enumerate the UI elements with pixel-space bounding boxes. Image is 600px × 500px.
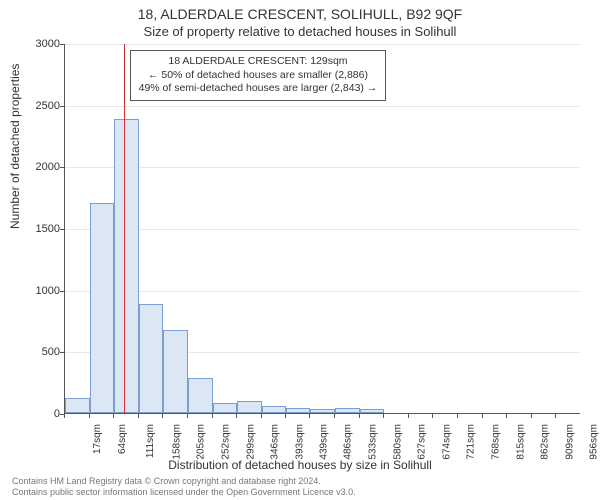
xtick-label: 205sqm xyxy=(196,424,207,460)
xtick-mark xyxy=(383,414,384,418)
xtick-mark xyxy=(432,414,433,418)
ytick-mark xyxy=(60,229,64,230)
histogram-bar xyxy=(163,330,188,413)
ytick-label: 3000 xyxy=(10,38,60,50)
xtick-label: 533sqm xyxy=(368,424,379,460)
histogram-bar xyxy=(114,119,139,413)
xtick-mark xyxy=(457,414,458,418)
ytick-label: 2000 xyxy=(10,161,60,173)
xtick-mark xyxy=(408,414,409,418)
xtick-mark xyxy=(162,414,163,418)
xtick-mark xyxy=(212,414,213,418)
xtick-label: 252sqm xyxy=(221,424,232,460)
xtick-mark xyxy=(187,414,188,418)
xtick-label: 393sqm xyxy=(294,424,305,460)
grid-line xyxy=(65,229,580,230)
xtick-label: 768sqm xyxy=(491,424,502,460)
xtick-mark xyxy=(334,414,335,418)
chart-subtitle: Size of property relative to detached ho… xyxy=(0,24,600,39)
property-marker-line xyxy=(124,44,125,413)
ytick-mark xyxy=(60,291,64,292)
xtick-label: 956sqm xyxy=(589,424,600,460)
xtick-label: 486sqm xyxy=(343,424,354,460)
x-axis-label: Distribution of detached houses by size … xyxy=(0,458,600,472)
xtick-mark xyxy=(261,414,262,418)
xtick-mark xyxy=(64,414,65,418)
xtick-label: 862sqm xyxy=(540,424,551,460)
grid-line xyxy=(65,167,580,168)
xtick-label: 627sqm xyxy=(417,424,428,460)
xtick-label: 111sqm xyxy=(145,424,156,458)
histogram-bar xyxy=(286,408,311,413)
histogram-bar xyxy=(139,304,164,413)
xtick-mark xyxy=(138,414,139,418)
xtick-label: 580sqm xyxy=(392,424,403,460)
ytick-label: 500 xyxy=(10,346,60,358)
grid-line xyxy=(65,106,580,107)
footer-line1: Contains HM Land Registry data © Crown c… xyxy=(12,476,356,487)
ytick-label: 0 xyxy=(10,408,60,420)
ytick-label: 1500 xyxy=(10,223,60,235)
xtick-label: 346sqm xyxy=(270,424,281,460)
xtick-mark xyxy=(285,414,286,418)
xtick-label: 158sqm xyxy=(171,424,182,460)
annotation-line1: 18 ALDERDALE CRESCENT: 129sqm xyxy=(139,55,378,69)
xtick-mark xyxy=(482,414,483,418)
xtick-mark xyxy=(359,414,360,418)
histogram-bar xyxy=(65,398,90,413)
histogram-bar xyxy=(188,378,213,413)
ytick-mark xyxy=(60,352,64,353)
ytick-mark xyxy=(60,167,64,168)
xtick-label: 64sqm xyxy=(117,424,128,454)
footer-line2: Contains public sector information licen… xyxy=(12,487,356,498)
histogram-bar xyxy=(360,409,385,413)
xtick-mark xyxy=(236,414,237,418)
xtick-mark xyxy=(113,414,114,418)
y-axis-label: Number of detached properties xyxy=(8,64,22,229)
xtick-mark xyxy=(89,414,90,418)
xtick-mark xyxy=(506,414,507,418)
attribution-footer: Contains HM Land Registry data © Crown c… xyxy=(12,476,356,498)
xtick-mark xyxy=(555,414,556,418)
histogram-bar xyxy=(237,401,262,413)
ytick-mark xyxy=(60,106,64,107)
grid-line xyxy=(65,44,580,45)
ytick-label: 1000 xyxy=(10,285,60,297)
ytick-mark xyxy=(60,44,64,45)
grid-line xyxy=(65,291,580,292)
histogram-plot: 18 ALDERDALE CRESCENT: 129sqm← 50% of de… xyxy=(64,44,580,414)
histogram-bar xyxy=(262,406,287,413)
xtick-label: 721sqm xyxy=(466,424,477,460)
address-title: 18, ALDERDALE CRESCENT, SOLIHULL, B92 9Q… xyxy=(0,6,600,22)
xtick-label: 909sqm xyxy=(564,424,575,460)
xtick-label: 439sqm xyxy=(318,424,329,460)
histogram-bar xyxy=(335,408,360,413)
ytick-label: 2500 xyxy=(10,100,60,112)
xtick-mark xyxy=(309,414,310,418)
xtick-label: 299sqm xyxy=(245,424,256,460)
histogram-bar xyxy=(310,409,335,413)
annotation-box: 18 ALDERDALE CRESCENT: 129sqm← 50% of de… xyxy=(130,50,387,101)
xtick-label: 674sqm xyxy=(441,424,452,460)
xtick-mark xyxy=(531,414,532,418)
annotation-line2: ← 50% of detached houses are smaller (2,… xyxy=(139,69,378,83)
annotation-line3: 49% of semi-detached houses are larger (… xyxy=(139,82,378,96)
histogram-bar xyxy=(90,203,115,413)
xtick-label: 815sqm xyxy=(515,424,526,460)
xtick-label: 17sqm xyxy=(92,424,103,454)
histogram-bar xyxy=(213,403,238,413)
